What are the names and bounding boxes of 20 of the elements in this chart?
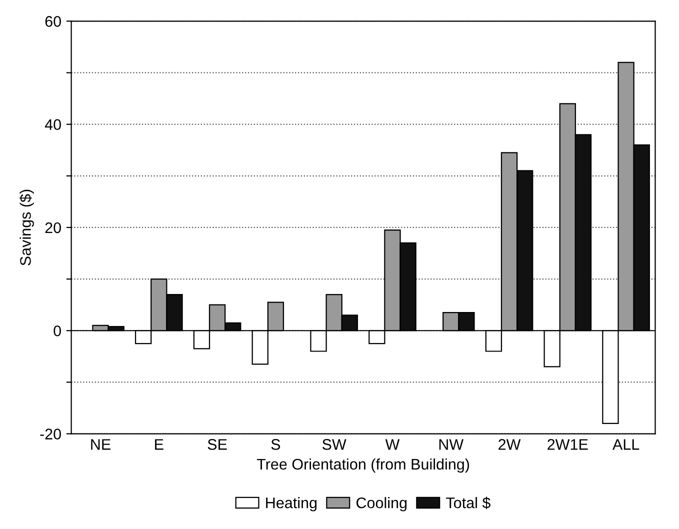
legend-label: Cooling (356, 497, 407, 512)
legend-label: Total $ (446, 496, 490, 510)
x-tick-label: 2W (498, 439, 521, 450)
y-tick-label: 20 (45, 222, 61, 234)
y-tick-label: 40 (44, 119, 61, 130)
x-tick-label: ALL (612, 439, 640, 450)
y-tick-label: -20 (40, 428, 61, 440)
x-tick-label: E (155, 439, 164, 450)
x-tick-label: 2W1E (548, 439, 588, 450)
x-tick-label: NW (439, 439, 464, 450)
y-tick-label: 0 (54, 325, 61, 336)
x-tick-label: NE (91, 439, 110, 450)
x-tick-label: SW (322, 439, 346, 450)
x-tick-label: SE (208, 439, 227, 450)
x-axis-title: Tree Orientation (from Building) (256, 458, 470, 473)
legend-label: Heating (266, 497, 317, 512)
y-tick-label: 60 (45, 16, 61, 27)
y-axis-title: Savings ($) (19, 190, 34, 266)
x-tick-label: S (271, 439, 280, 450)
x-tick-label: W (385, 439, 400, 450)
